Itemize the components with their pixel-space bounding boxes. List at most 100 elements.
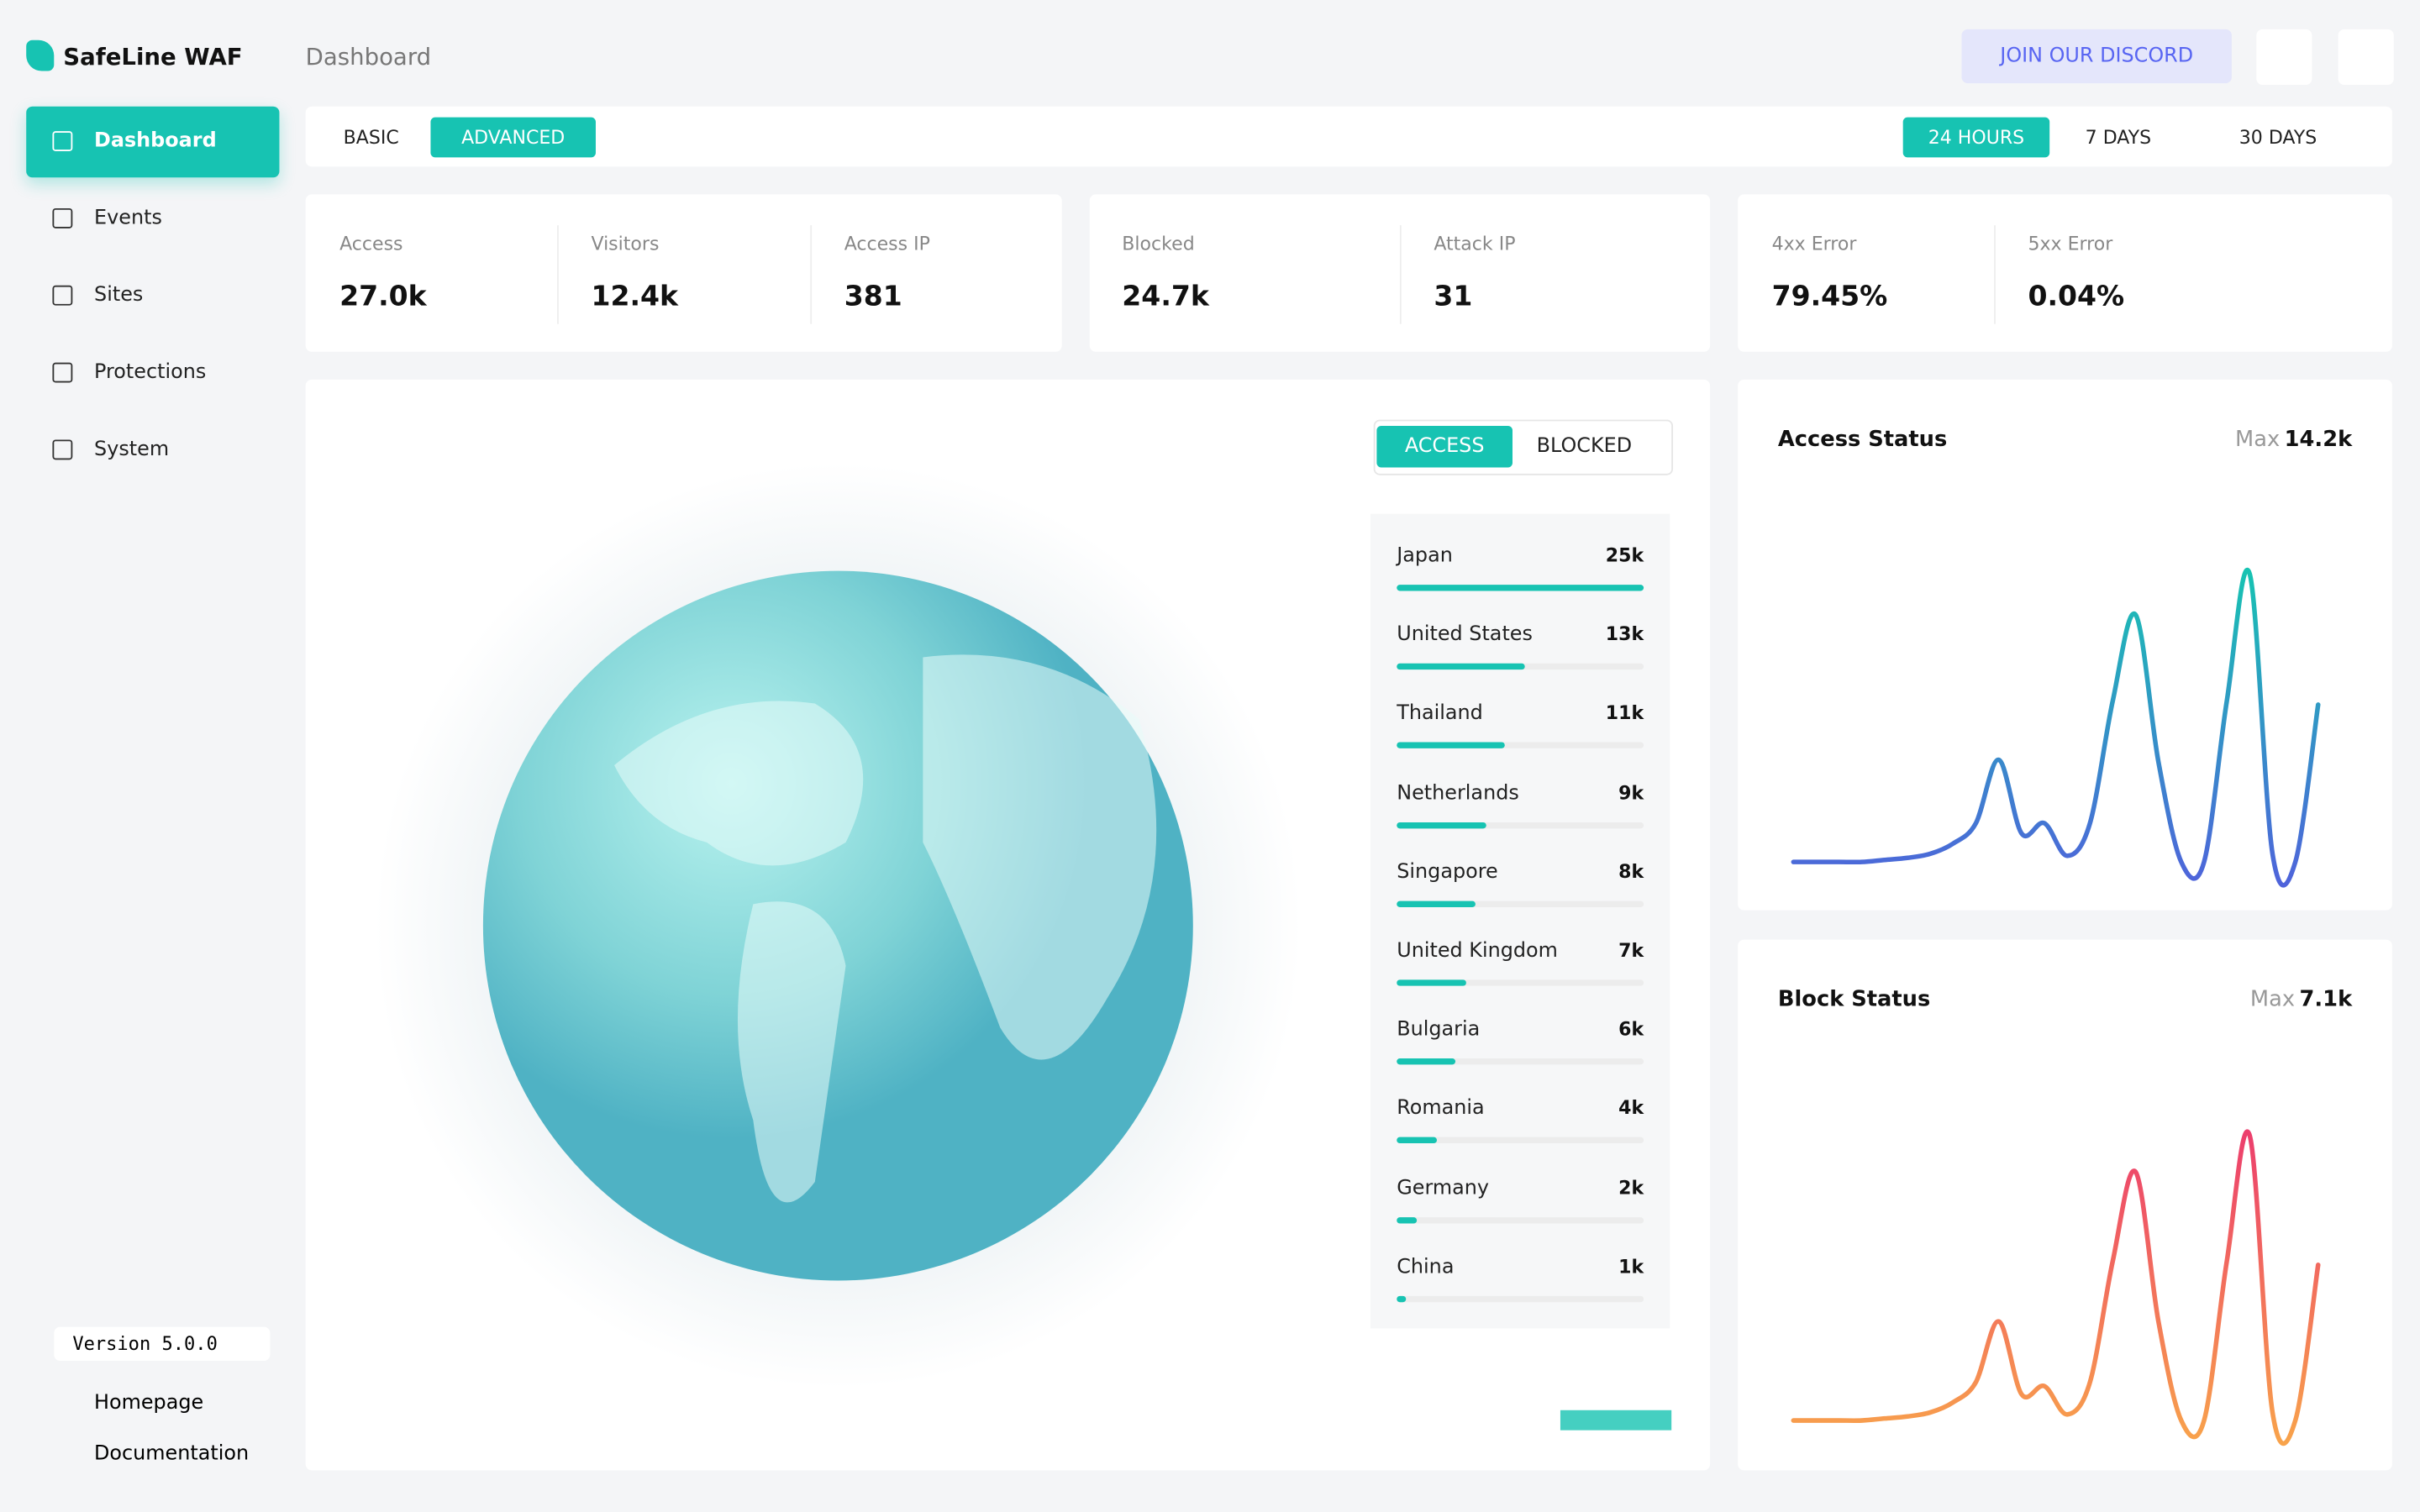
country-name: Germany — [1397, 1176, 1490, 1200]
country-value: 25k — [1605, 544, 1644, 567]
country-name: China — [1397, 1255, 1455, 1279]
country-bar — [1397, 1058, 1456, 1065]
divider — [557, 225, 559, 324]
country-bar — [1397, 1137, 1437, 1144]
country-value: 6k — [1618, 1018, 1644, 1041]
country-name: United States — [1397, 623, 1533, 647]
country-value: 7k — [1618, 939, 1644, 962]
max-prefix: Max — [2235, 427, 2280, 452]
page-title: Dashboard — [305, 43, 432, 71]
country-name: Japan — [1397, 544, 1453, 568]
country-value: 2k — [1618, 1176, 1644, 1199]
homepage-link[interactable]: Homepage — [94, 1391, 204, 1415]
country-bar — [1397, 979, 1466, 986]
country-bar — [1397, 743, 1506, 749]
range-tab[interactable]: 7 DAYS — [2085, 126, 2152, 149]
theme-button[interactable] — [2256, 29, 2312, 86]
bar-track — [1397, 979, 1644, 986]
country-bar — [1397, 1216, 1417, 1223]
nav-label: Sites — [94, 283, 144, 307]
stat-value: 79.45% — [1771, 281, 1888, 313]
nav-item[interactable]: System — [26, 415, 279, 486]
status-line — [1791, 568, 2321, 888]
country-name: United Kingdom — [1397, 939, 1558, 963]
access-toggle[interactable]: ACCESS — [1376, 425, 1513, 468]
nav-item[interactable]: Events — [26, 184, 279, 255]
stat-card — [1089, 194, 1711, 352]
country-name: Bulgaria — [1397, 1018, 1481, 1042]
nav-label: Dashboard — [94, 129, 217, 153]
bar-track — [1397, 1216, 1644, 1223]
range-tab[interactable]: 24 HOURS — [1902, 117, 2050, 158]
country-value: 4k — [1618, 1097, 1644, 1120]
bar-track — [1397, 822, 1644, 828]
country-bar — [1397, 822, 1486, 828]
globe — [375, 463, 1672, 1431]
country-name: Romania — [1397, 1097, 1485, 1121]
max-value: 14.2k — [2285, 427, 2353, 452]
stat-label: Blocked — [1122, 233, 1195, 255]
nav-item[interactable]: Dashboard — [26, 106, 280, 178]
country-name: Thailand — [1397, 702, 1483, 726]
bar-track — [1397, 1137, 1644, 1144]
country-name: Netherlands — [1397, 781, 1519, 806]
stat-label: Access IP — [844, 233, 930, 255]
discord-label: JOIN OUR DISCORD — [2000, 45, 2194, 68]
range-tab[interactable]: 30 DAYS — [2238, 126, 2317, 149]
blocked-toggle[interactable]: BLOCKED — [1536, 434, 1633, 459]
divider — [810, 225, 813, 324]
country-bar — [1397, 1295, 1407, 1302]
chart-title: Block Status — [1778, 987, 1930, 1012]
stat-value: 0.04% — [2028, 281, 2125, 313]
status-line — [1791, 1129, 2321, 1446]
stat-label: Access — [339, 233, 403, 255]
stat-card — [305, 194, 1062, 352]
max-label: Max 7.1k — [2250, 987, 2353, 1012]
bar-track — [1397, 743, 1644, 749]
stat-value: 31 — [1434, 281, 1473, 313]
stat-value: 24.7k — [1122, 281, 1209, 313]
bar-track — [1397, 1058, 1644, 1065]
max-label: Max 14.2k — [2235, 427, 2353, 452]
logout-button[interactable] — [2338, 29, 2394, 86]
country-value: 13k — [1605, 623, 1644, 646]
max-value: 7.1k — [2300, 987, 2354, 1012]
stat-label: Visitors — [591, 233, 660, 255]
stat-value: 381 — [844, 281, 902, 313]
stat-value: 27.0k — [339, 281, 427, 313]
divider — [1994, 225, 1996, 324]
max-prefix: Max — [2250, 987, 2295, 1012]
advanced-tab[interactable]: ADVANCED — [430, 117, 596, 158]
access-card — [1738, 379, 2392, 911]
bar-track — [1397, 1295, 1644, 1302]
divider — [1399, 225, 1402, 324]
country-name: Singapore — [1397, 860, 1498, 885]
stat-label: 4xx Error — [1771, 233, 1857, 255]
bar-track — [1397, 900, 1644, 907]
logo — [26, 39, 55, 71]
version: Version 5.0.0 — [54, 1326, 271, 1362]
country-value: 1k — [1618, 1255, 1644, 1278]
country-value: 8k — [1618, 860, 1644, 883]
nav-item[interactable]: Protections — [26, 338, 279, 408]
block-card — [1738, 939, 2392, 1471]
country-list — [1370, 513, 1670, 1329]
chart-title: Access Status — [1778, 427, 1947, 452]
stat-label: Attack IP — [1434, 233, 1516, 255]
nav-item[interactable]: Sites — [26, 260, 279, 331]
nav-label: Protections — [94, 360, 207, 385]
brand: SafeLine WAF — [63, 43, 243, 71]
documentation-link[interactable]: Documentation — [94, 1442, 250, 1466]
map-card — [305, 379, 1711, 1471]
basic-tab[interactable]: BASIC — [343, 126, 399, 149]
nav-label: System — [94, 438, 170, 462]
country-bar — [1397, 585, 1644, 591]
stat-label: 5xx Error — [2028, 233, 2113, 255]
discord-button[interactable]: JOIN OUR DISCORD — [1961, 29, 2232, 84]
nav-label: Events — [94, 207, 162, 230]
stat-value: 12.4k — [591, 281, 679, 313]
country-value: 11k — [1605, 702, 1644, 725]
